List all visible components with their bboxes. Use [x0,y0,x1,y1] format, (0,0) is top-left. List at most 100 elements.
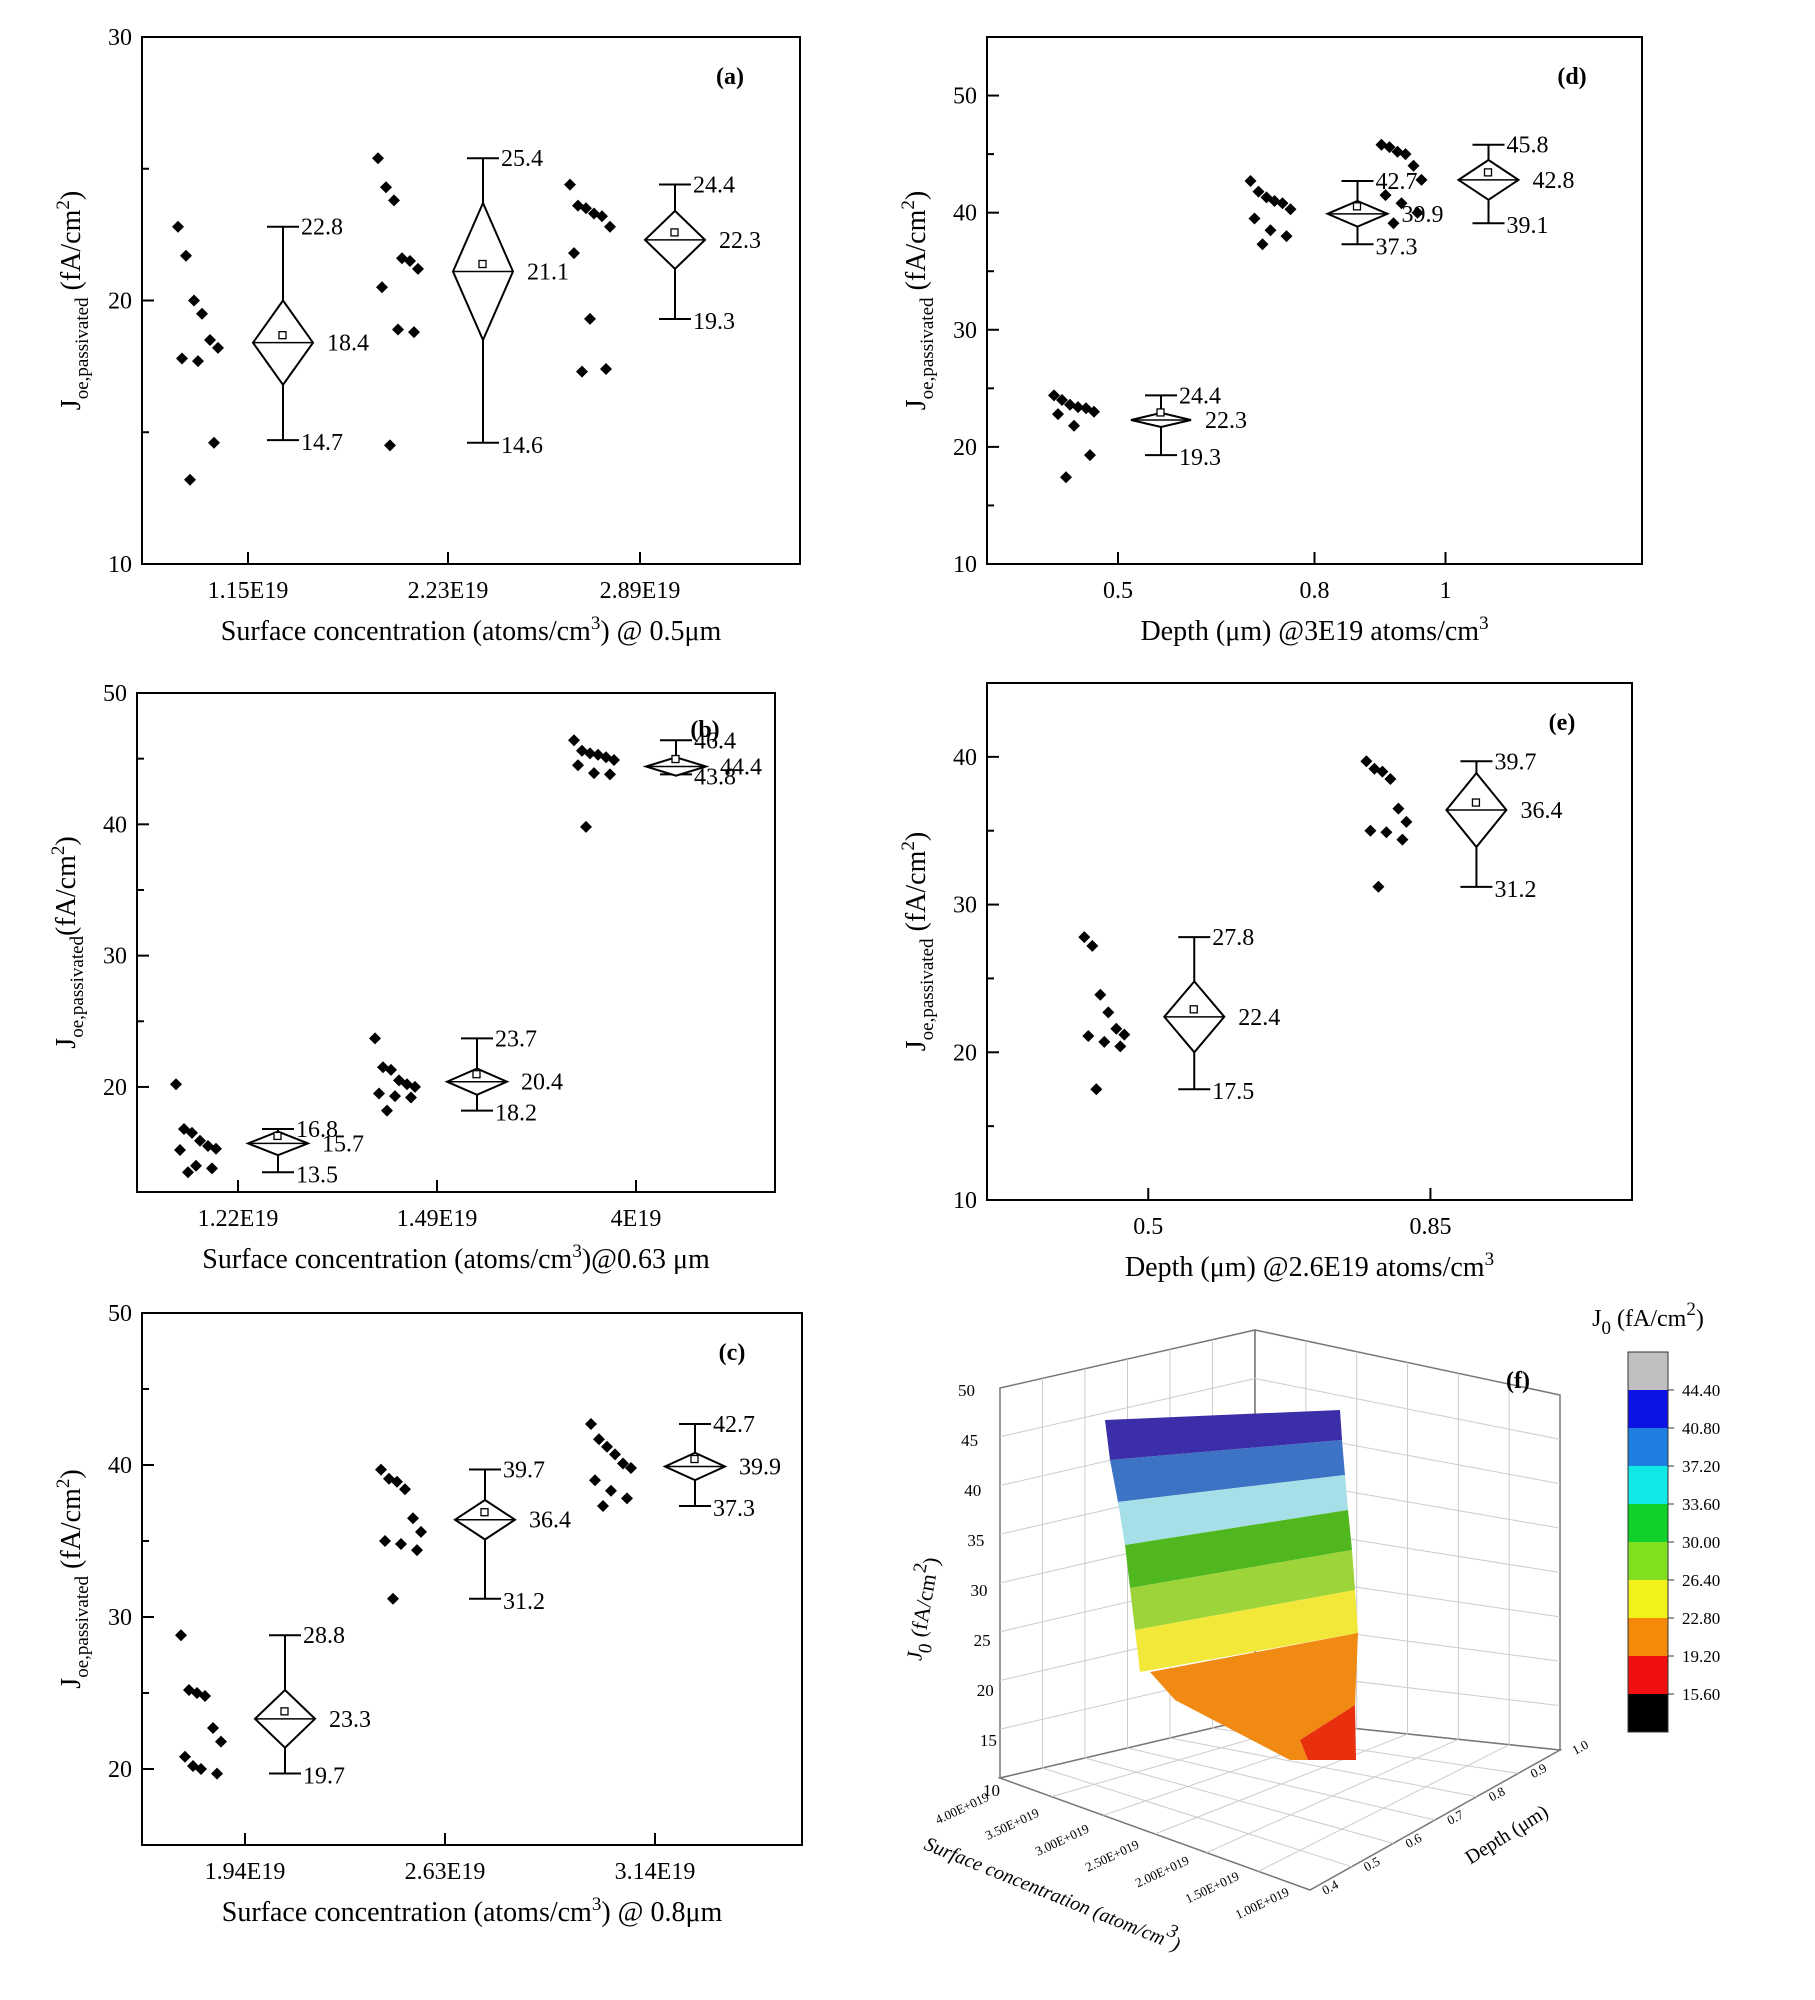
data-point [199,1690,211,1702]
data-point [412,262,424,275]
y-tick-label: 30 [103,944,127,970]
data-point [405,1091,417,1104]
mean-marker [1483,168,1493,177]
data-point [408,326,420,339]
data-point [1098,1035,1111,1048]
data-point [564,178,576,191]
mean-marker [670,228,679,237]
data-point [180,249,192,262]
mean-value-label: 22.3 [1205,408,1247,434]
x-tick-label: 3.00E+019 [1033,1821,1091,1859]
data-point [175,1629,187,1642]
x-tick-label: 2.63E19 [405,1859,486,1885]
colorbar-level-label: 44.40 [1682,1381,1720,1400]
y-tick-label: 10 [953,552,977,578]
z-tick-label: 40 [964,1481,981,1500]
x-axis-label: Surface concentration (atoms/cm3) @ 0.5μ… [221,613,722,647]
mean-value-label: 39.9 [739,1455,781,1481]
y-tick-label: 40 [953,745,977,771]
z-tick-label: 10 [983,1781,1000,1800]
x-tick-label: 0.8 [1300,578,1330,604]
data-point [1392,802,1405,815]
colorbar-swatch [1628,1580,1668,1618]
y-tick-label: 20 [108,289,132,315]
data-point [192,355,204,368]
colorbar-level-label: 37.20 [1682,1457,1720,1476]
panel-label: (d) [1557,64,1586,90]
data-point [1276,197,1289,210]
y-tick-label: 0.8 [1486,1783,1507,1804]
data-point [1048,389,1060,402]
data-point [596,210,608,223]
panel-a: 10 20 30 1.15E19 2.23E19 2.89E19 (a) Surface co… [53,25,801,647]
x-tick-label: 0.5 [1133,1214,1163,1240]
colorbar-level-label: 22.80 [1682,1609,1720,1628]
y-tick-label: 0.4 [1319,1877,1341,1898]
y-tick-label: 10 [108,552,132,578]
y-tick-label: 0.7 [1444,1807,1466,1828]
data-point [170,1078,182,1091]
data-point [584,747,596,760]
z-tick-label: 45 [961,1431,978,1450]
x-tick-label: 0.5 [1103,578,1133,604]
data-point [404,255,416,267]
data-point [1284,203,1297,216]
data-point [1400,815,1413,828]
data-point [1102,1006,1115,1019]
data-point [1114,1040,1127,1053]
y-tick-label: 20 [953,435,977,461]
max-value-label: 24.4 [693,173,735,199]
y-axis-label: Joe,passivated (fA/cm2) [898,832,938,1051]
y-tick-label: 10 [953,1188,977,1214]
max-value-label: 39.7 [503,1458,545,1484]
surface-band [1125,1510,1352,1588]
min-value-label: 19.3 [1179,445,1221,471]
max-value-label: 46.4 [694,728,736,754]
mean-marker [690,1454,699,1464]
max-value-label: 24.4 [1179,383,1221,409]
x-tick-label: 1.22E19 [198,1206,279,1232]
data-point [1364,824,1377,837]
y-tick-label: 20 [103,1075,127,1101]
data-point [376,281,388,294]
panel-e: 10 20 30 40 0.5 0.85 (e) Depth (μm) @2.6E19 ato… [898,682,1633,1283]
mean-marker [1189,1005,1198,1014]
surface-band [1118,1475,1348,1545]
data-point [1082,1030,1095,1042]
y-tick-label: 0.6 [1403,1830,1425,1851]
data-point [196,307,208,320]
surface-band [1110,1440,1345,1502]
mean-value-label: 22.3 [719,228,761,254]
data-point [182,1166,194,1179]
x-tick-label: 2.89E19 [600,578,681,604]
max-value-label: 42.7 [713,1412,755,1438]
max-value-label: 22.8 [301,215,343,241]
y-tick-label: 40 [103,812,127,838]
data-point [1264,224,1277,237]
data-point [608,754,620,766]
data-point [389,1090,401,1103]
mean-marker [280,1707,289,1716]
data-point [204,334,216,346]
x-axis-label: Surface concentration (atoms/cm3)@0.63 μ… [202,1241,710,1275]
max-value-label: 23.7 [495,1026,537,1052]
panel-d: 10 20 30 40 50 0.5 0.8 1 (d) Depth (μm) @3E19 ato… [898,36,1643,647]
data-point [617,1457,629,1470]
data-point [584,312,596,325]
data-point [1372,880,1385,893]
x-tick-label: 2.50E+019 [1083,1837,1141,1875]
z-axis-label: J0 (fA/cm2) [894,1554,951,1663]
x-tick-label: 1.49E19 [397,1206,478,1232]
data-point [604,220,616,233]
min-value-label: 13.5 [296,1162,338,1188]
data-point [379,1535,391,1547]
data-point [384,439,396,452]
x-tick-label: 4E19 [611,1206,662,1232]
x-axis-label: Depth (μm) @3E19 atoms/cm3 [1140,613,1488,647]
panel-label: (b) [690,717,719,743]
data-point [375,1463,387,1476]
y-tick-label: 30 [953,318,977,344]
y-axis-label: Joe,passivated (fA/cm2) [53,1469,93,1688]
